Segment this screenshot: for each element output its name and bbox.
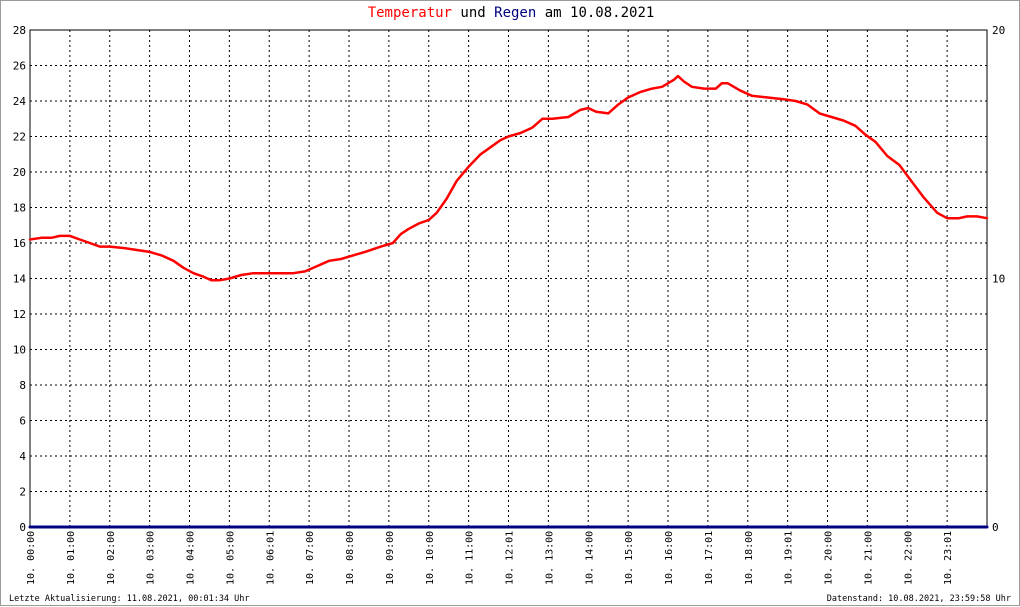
x-tick-label: 10. 07:00 — [305, 531, 316, 585]
x-tick-label: 10. 18:00 — [744, 531, 755, 585]
y-right-tick-label: 20 — [992, 24, 1005, 37]
y-left-tick-label: 10 — [13, 344, 26, 357]
y-left-tick-label: 20 — [13, 166, 26, 179]
x-tick-label: 10. 10:00 — [425, 531, 436, 585]
y-left-tick-label: 4 — [19, 450, 26, 463]
y-left-tick-label: 26 — [13, 60, 26, 73]
y-left-tick-label: 2 — [19, 486, 26, 499]
x-tick-label: 10. 21:00 — [863, 531, 874, 585]
last-update-label: Letzte Aktualisierung: 11.08.2021, 00:01… — [9, 594, 250, 604]
y-left-tick-label: 22 — [13, 131, 26, 144]
x-tick-label: 10. 09:00 — [385, 531, 396, 585]
x-tick-label: 10. 11:00 — [465, 531, 476, 585]
x-tick-label: 10. 12:01 — [505, 531, 516, 585]
title-date: am 10.08.2021 — [536, 5, 655, 21]
series-line-temperatur — [28, 74, 989, 282]
x-tick-label: 10. 19:01 — [784, 531, 795, 585]
y-left-tick-label: 6 — [19, 415, 26, 428]
x-tick-label: 10. 04:00 — [186, 531, 197, 585]
x-tick-label: 10. 14:00 — [584, 531, 595, 585]
x-tick-label: 10. 23:01 — [943, 531, 954, 585]
title-und: und — [451, 5, 495, 21]
y-left-tick-label: 24 — [13, 95, 27, 108]
x-tick-label: 10. 22:00 — [903, 531, 914, 585]
title-temperature: Temperatur — [367, 5, 452, 21]
x-tick-label: 10. 05:00 — [225, 531, 236, 585]
title-rain: Regen — [494, 5, 537, 21]
x-tick-label: 10. 15:00 — [624, 531, 635, 585]
x-tick-label: 10. 08:00 — [345, 531, 356, 585]
y-left-tick-label: 8 — [19, 379, 26, 392]
y-left-tick-label: 18 — [13, 202, 26, 215]
plot-frame — [29, 29, 988, 528]
x-tick-label: 10. 02:00 — [106, 531, 117, 585]
chart-title: Temperatur und Regen am 10.08.2021 — [1, 5, 1020, 21]
x-tick-label: 10. 06:01 — [265, 531, 276, 585]
x-tick-label: 10. 20:00 — [824, 531, 835, 585]
y-right-tick-label: 10 — [992, 273, 1005, 286]
x-tick-label: 10. 16:00 — [664, 531, 675, 585]
x-tick-label: 10. 03:00 — [146, 531, 157, 585]
y-left-tick-label: 16 — [13, 237, 26, 250]
x-tick-label: 10. 17:01 — [704, 531, 715, 585]
x-tick-label: 10. 01:00 — [66, 531, 77, 585]
x-tick-label: 10. 13:00 — [544, 531, 555, 585]
y-left-tick-label: 28 — [13, 24, 26, 37]
y-right-tick-label: 0 — [992, 521, 999, 534]
y-left-tick-label: 12 — [13, 308, 26, 321]
data-status-label: Datenstand: 10.08.2021, 23:59:58 Uhr — [826, 594, 1011, 604]
x-tick-label: 10. 00:00 — [26, 531, 37, 585]
y-left-tick-label: 0 — [19, 521, 26, 534]
y-left-tick-label: 14 — [13, 273, 27, 286]
